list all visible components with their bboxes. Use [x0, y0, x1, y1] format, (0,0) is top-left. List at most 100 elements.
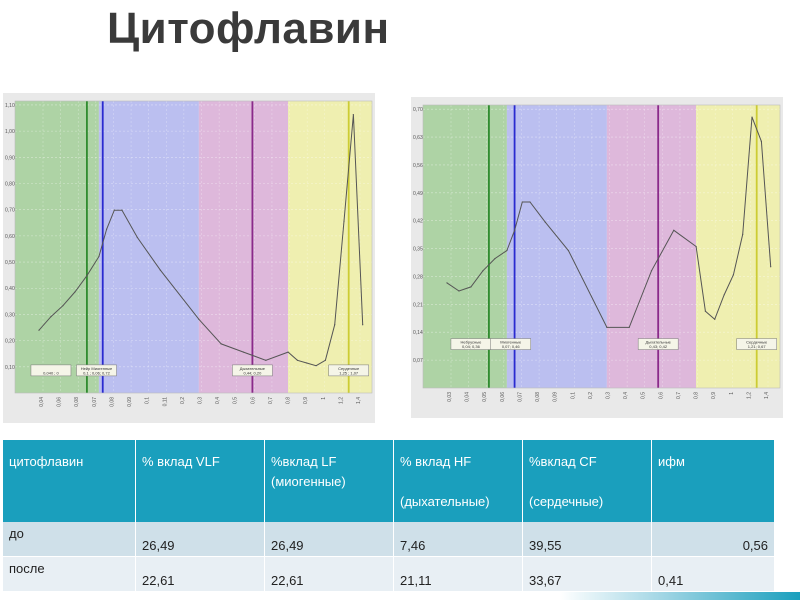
- annotation-value: 0,1 ; 0,06; 0,72: [83, 370, 110, 375]
- x-tick-label: 0,3: [198, 397, 204, 404]
- y-tick-label: 0,63: [413, 135, 423, 141]
- y-tick-label: 0,70: [5, 208, 15, 214]
- annotation-value: 0,44; 0,20: [244, 370, 263, 375]
- x-tick-label: 0,7: [676, 392, 682, 399]
- x-tick-label: 0,6: [658, 392, 664, 399]
- x-tick-label: 0,9: [711, 392, 717, 399]
- table-row: после 22,61 22,61 21,11 33,67 0,41: [3, 556, 775, 592]
- x-tick-label: 0,05: [482, 392, 488, 402]
- x-tick-label: 0,09: [553, 392, 559, 402]
- data-point: [628, 326, 630, 328]
- data-point: [242, 351, 245, 353]
- data-point: [324, 359, 326, 361]
- x-tick-label: 0,08: [109, 397, 115, 407]
- x-tick-label: 0,03: [447, 392, 453, 402]
- x-tick-label: 0,3: [606, 392, 612, 399]
- data-point: [695, 245, 697, 248]
- plot-border: [422, 104, 781, 389]
- annotation-box: [76, 364, 117, 377]
- data-point: [529, 201, 531, 203]
- header-cell: % вклад VLF: [135, 440, 265, 522]
- x-tick-label: 0,06: [57, 397, 63, 407]
- data-point: [86, 275, 88, 277]
- chart-after: 0,07 0,14 0,21 0,28 0,35 0,42 0,49 0,56 0,63 0,70…: [411, 97, 783, 418]
- x-tick-label: 0,08: [535, 392, 541, 402]
- y-tick-label: 0,10: [5, 365, 15, 371]
- x-tick-label: 0,8: [694, 392, 700, 399]
- y-tick-label: 1,00: [5, 129, 15, 135]
- annotation-value: 0,43; 0,42: [649, 344, 668, 349]
- header-subtext: (дыхательные): [400, 494, 490, 509]
- data-point: [521, 201, 523, 203]
- y-tick-label: 1,10: [5, 103, 15, 109]
- header-cell: цитофлавин: [3, 440, 136, 522]
- annotation-value: 1,25 ; 1,07: [339, 370, 359, 375]
- x-tick-label: 0,11: [162, 397, 168, 407]
- data-point: [567, 249, 570, 252]
- data-point: [113, 209, 115, 211]
- x-tick-label: 1,4: [356, 397, 362, 404]
- annotation-box: [232, 364, 273, 377]
- decorative-wave: [560, 592, 800, 600]
- x-tick-label: 0,5: [641, 392, 647, 399]
- data-point: [334, 324, 336, 326]
- x-tick-label: 0,07: [517, 392, 523, 402]
- header-cell: %вклад LF (миогенные): [264, 440, 394, 522]
- data-point: [606, 326, 608, 328]
- data-point: [315, 365, 317, 367]
- data-point: [751, 116, 753, 118]
- data-point: [343, 220, 345, 222]
- frequency-band: [198, 101, 289, 393]
- chart-after-svg: 0,070,140,210,280,350,420,490,560,630,70…: [413, 104, 781, 402]
- data-point: [296, 359, 299, 361]
- x-tick-label: 0,9: [303, 397, 309, 404]
- plot-border: [14, 100, 373, 394]
- annotation-box: [637, 338, 679, 350]
- data-point: [121, 209, 123, 211]
- annotation-box: [490, 338, 531, 350]
- y-tick-label: 0,35: [413, 247, 423, 253]
- y-tick-label: 0,70: [413, 107, 423, 113]
- x-tick-label: 0,04: [39, 397, 45, 407]
- header-text: цитофлавин: [9, 454, 84, 469]
- y-tick-label: 0,90: [5, 155, 15, 161]
- table-cell: 0,41: [651, 556, 775, 592]
- data-point: [470, 286, 472, 288]
- y-tick-label: 0,30: [5, 312, 15, 318]
- data-point: [50, 315, 52, 318]
- x-tick-label: 1,2: [338, 397, 344, 404]
- annotation-value: 1,21; 0,67: [748, 344, 767, 349]
- y-tick-label: 0,49: [413, 191, 423, 197]
- annotation-label: Дыхательные: [240, 366, 266, 371]
- data-point: [494, 258, 496, 260]
- data-point: [482, 270, 484, 272]
- data-point: [159, 269, 162, 271]
- y-tick-label: 0,40: [5, 286, 15, 292]
- data-point: [306, 362, 308, 364]
- data-point: [458, 290, 460, 292]
- y-tick-label: 0,56: [413, 163, 423, 169]
- data-point: [673, 229, 675, 231]
- header-text: ифм: [658, 454, 685, 469]
- data-point: [506, 249, 508, 252]
- data-point: [362, 324, 364, 326]
- annotation-label: Дыхательные: [646, 340, 672, 345]
- x-tick-label: 0,6: [250, 397, 256, 404]
- series-line: [446, 116, 772, 328]
- data-point: [38, 329, 40, 331]
- x-tick-label: 0,2: [180, 397, 186, 404]
- header-text: %вклад LF: [271, 454, 337, 469]
- data-point: [544, 221, 546, 223]
- y-tick-label: 0,20: [5, 339, 15, 345]
- annotation-label: Сердечные: [746, 340, 768, 345]
- series-line: [38, 114, 364, 367]
- frequency-band: [15, 101, 99, 393]
- row-label: до: [3, 522, 136, 557]
- x-tick-label: 0,4: [215, 397, 221, 404]
- data-point: [198, 318, 200, 320]
- table-cell: 22,61: [264, 556, 394, 592]
- data-point: [352, 114, 354, 116]
- x-tick-label: 0,7: [268, 397, 274, 404]
- annotation-value: 0,04; 0,36: [462, 344, 481, 349]
- x-tick-label: 0,1: [570, 392, 576, 399]
